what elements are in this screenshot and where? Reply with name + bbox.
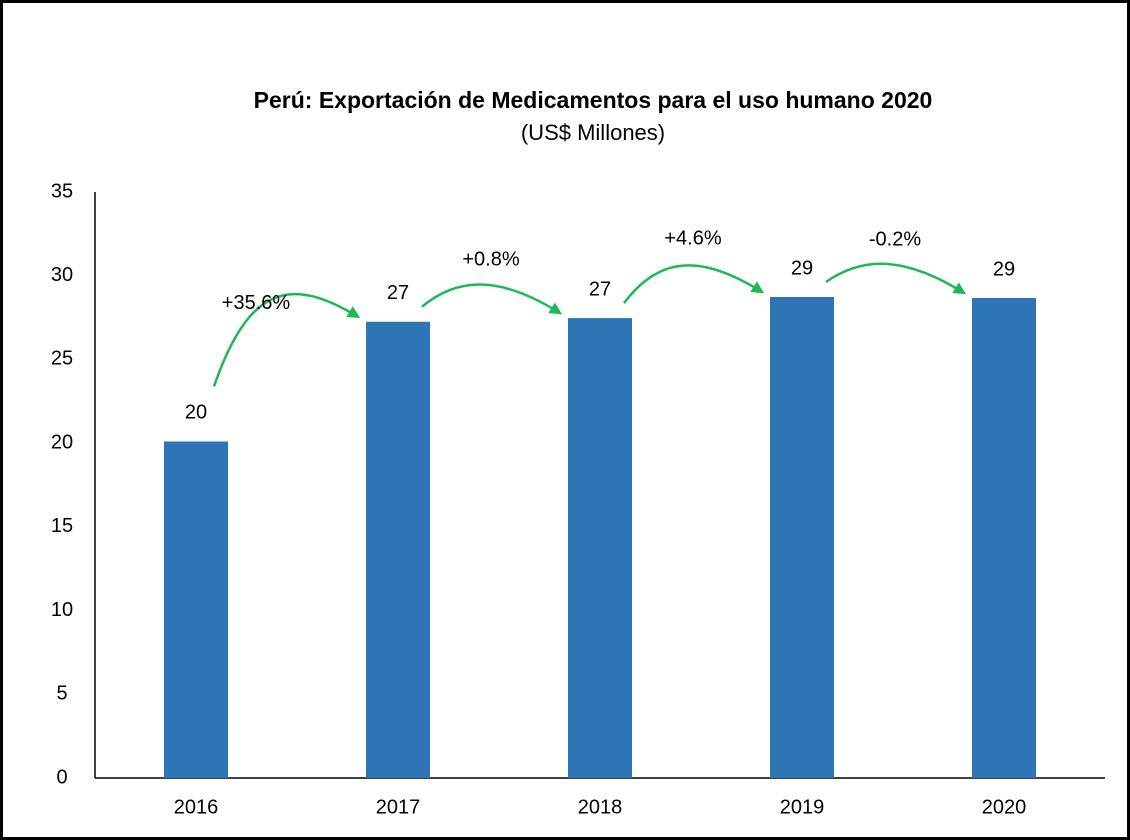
y-tick-label: 0: [56, 766, 67, 788]
chart-subtitle: (US$ Millones): [521, 120, 665, 145]
bar: [568, 318, 632, 778]
y-tick-label: 5: [56, 683, 67, 705]
y-tick-label: 25: [51, 348, 73, 370]
growth-arrow: [421, 283, 563, 315]
bar: [366, 321, 430, 778]
bar: [770, 296, 834, 778]
y-tick-label: 30: [51, 264, 73, 286]
bar: [972, 297, 1036, 778]
value-label: 29: [993, 258, 1015, 280]
x-tick-label: 2020: [982, 796, 1027, 818]
growth-label: -0.2%: [869, 228, 921, 250]
growth-label: +0.8%: [462, 248, 519, 270]
value-label: 20: [185, 402, 207, 424]
x-tick-label: 2018: [578, 796, 623, 818]
y-tick-label: 10: [51, 599, 73, 621]
y-tick-label: 15: [51, 515, 73, 537]
growth-label: +35.6%: [222, 292, 291, 314]
growth-arrow: [825, 262, 967, 295]
y-tick-label: 35: [51, 180, 73, 202]
bar: [164, 441, 228, 778]
value-label: 29: [791, 257, 813, 279]
x-tick-label: 2016: [174, 796, 219, 818]
growth-arrow: [212, 292, 361, 387]
value-label: 27: [589, 278, 611, 300]
x-tick-label: 2017: [376, 796, 421, 818]
growth-arrow: [622, 264, 765, 304]
y-tick-label: 20: [51, 431, 73, 453]
x-tick-label: 2019: [780, 796, 825, 818]
value-label: 27: [387, 282, 409, 304]
growth-label: +4.6%: [664, 227, 721, 249]
chart-title: Perú: Exportación de Medicamentos para e…: [254, 87, 933, 113]
